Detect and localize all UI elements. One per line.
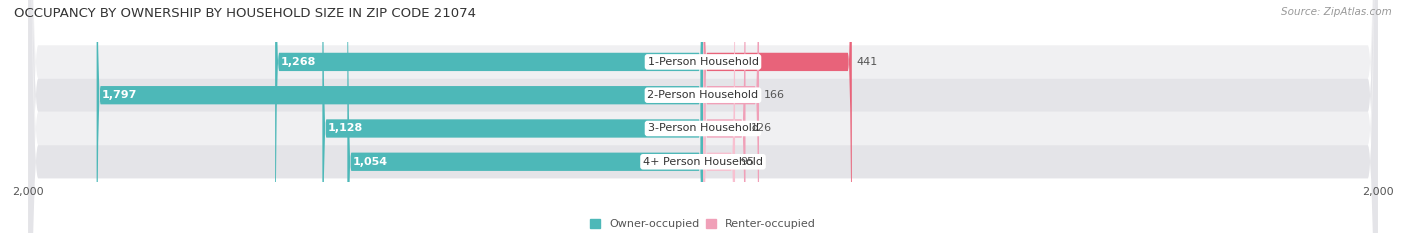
- FancyBboxPatch shape: [276, 0, 703, 233]
- FancyBboxPatch shape: [97, 0, 703, 233]
- Text: 126: 126: [751, 123, 772, 134]
- Text: 1,054: 1,054: [353, 157, 388, 167]
- FancyBboxPatch shape: [28, 0, 1378, 233]
- Text: 166: 166: [763, 90, 785, 100]
- Text: OCCUPANCY BY OWNERSHIP BY HOUSEHOLD SIZE IN ZIP CODE 21074: OCCUPANCY BY OWNERSHIP BY HOUSEHOLD SIZE…: [14, 7, 477, 20]
- Text: 441: 441: [856, 57, 879, 67]
- Text: 1,797: 1,797: [101, 90, 136, 100]
- FancyBboxPatch shape: [703, 0, 735, 233]
- Text: 1,268: 1,268: [280, 57, 315, 67]
- Text: Source: ZipAtlas.com: Source: ZipAtlas.com: [1281, 7, 1392, 17]
- FancyBboxPatch shape: [347, 0, 703, 233]
- Text: 4+ Person Household: 4+ Person Household: [643, 157, 763, 167]
- FancyBboxPatch shape: [703, 0, 852, 233]
- Text: 3-Person Household: 3-Person Household: [648, 123, 758, 134]
- FancyBboxPatch shape: [322, 0, 703, 233]
- Text: 95: 95: [740, 157, 754, 167]
- Text: 1-Person Household: 1-Person Household: [648, 57, 758, 67]
- FancyBboxPatch shape: [28, 0, 1378, 233]
- FancyBboxPatch shape: [28, 0, 1378, 233]
- FancyBboxPatch shape: [28, 0, 1378, 233]
- FancyBboxPatch shape: [703, 0, 759, 233]
- Legend: Owner-occupied, Renter-occupied: Owner-occupied, Renter-occupied: [591, 219, 815, 229]
- Text: 2-Person Household: 2-Person Household: [647, 90, 759, 100]
- FancyBboxPatch shape: [703, 0, 745, 233]
- Text: 1,128: 1,128: [328, 123, 363, 134]
